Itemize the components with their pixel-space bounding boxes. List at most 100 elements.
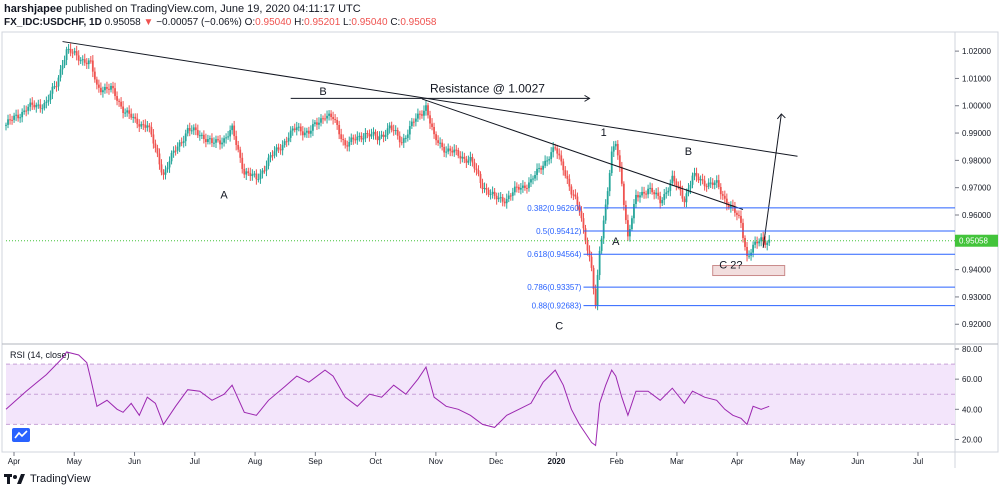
candle-body bbox=[582, 218, 585, 229]
candle-body bbox=[475, 168, 478, 171]
candle-body bbox=[130, 113, 133, 118]
candle-body bbox=[439, 142, 442, 144]
candle-body bbox=[657, 192, 660, 196]
candle-body bbox=[734, 206, 736, 213]
candle-body bbox=[140, 124, 143, 127]
rsi-tick-label: 80.00 bbox=[962, 345, 983, 354]
candle-body bbox=[719, 186, 722, 195]
candle-body bbox=[209, 138, 211, 140]
candle-body bbox=[758, 241, 761, 244]
candle-body bbox=[443, 146, 446, 153]
candle-body bbox=[356, 136, 359, 141]
high-value: 0.95201 bbox=[304, 17, 341, 28]
candle-body bbox=[251, 174, 254, 177]
fib-level-label: 0.88(0.92683) bbox=[532, 302, 582, 311]
candle-body bbox=[370, 134, 373, 137]
candle-body bbox=[695, 172, 698, 177]
candle-body bbox=[342, 138, 345, 141]
candle-body bbox=[338, 124, 341, 135]
candle-body bbox=[136, 118, 139, 125]
candle-body bbox=[168, 161, 171, 168]
candle-body bbox=[497, 197, 500, 200]
candle-body bbox=[245, 171, 248, 175]
candle-body bbox=[223, 138, 225, 143]
candle-body bbox=[723, 195, 726, 199]
candle-body bbox=[578, 204, 581, 212]
candle-body bbox=[431, 123, 433, 127]
candle-body bbox=[746, 246, 748, 256]
candle-body bbox=[7, 119, 9, 125]
candle-body bbox=[352, 137, 355, 140]
indicator-toggle-icon[interactable] bbox=[12, 428, 30, 442]
candle-body bbox=[112, 85, 114, 89]
fib-level-label: 0.786(0.93357) bbox=[527, 283, 582, 292]
candle-body bbox=[114, 88, 116, 97]
time-tick-label: Apr bbox=[8, 457, 21, 466]
candle-body bbox=[703, 180, 706, 187]
price-tick-label: 0.93000 bbox=[962, 293, 991, 302]
candle-body bbox=[318, 122, 320, 125]
candle-body bbox=[526, 187, 528, 189]
candle-body bbox=[406, 134, 409, 138]
candle-body bbox=[701, 179, 704, 181]
candle-body bbox=[754, 241, 757, 245]
candle-body bbox=[408, 126, 411, 135]
candle-body bbox=[572, 194, 575, 196]
candle-body bbox=[590, 256, 593, 268]
price-tick-label: 0.96000 bbox=[962, 211, 991, 220]
candle-body bbox=[265, 165, 268, 171]
time-tick-label: Apr bbox=[731, 457, 744, 466]
candle-body bbox=[207, 139, 209, 143]
candle-body bbox=[564, 170, 567, 176]
candle-body bbox=[740, 215, 742, 223]
candle-body bbox=[598, 250, 601, 276]
candle-body bbox=[540, 167, 542, 170]
last-price: 0.95058 bbox=[104, 17, 141, 28]
candle-body bbox=[314, 122, 316, 125]
symbol-label: FX_IDC:USDCHF, 1D bbox=[4, 17, 102, 28]
candle-body bbox=[382, 134, 385, 137]
candle-body bbox=[707, 182, 710, 187]
candle-body bbox=[180, 142, 183, 144]
candle-body bbox=[158, 153, 161, 165]
candle-body bbox=[142, 124, 145, 126]
candle-body bbox=[560, 155, 563, 162]
fib-level-label: 0.618(0.94564) bbox=[527, 250, 582, 259]
candle-body bbox=[433, 126, 435, 135]
candle-body bbox=[493, 191, 496, 196]
candle-body bbox=[275, 147, 278, 152]
candle-body bbox=[748, 255, 750, 257]
candle-body bbox=[453, 149, 456, 153]
resistance-arrow-icon bbox=[584, 94, 591, 102]
candle-body bbox=[473, 162, 476, 169]
wave-label: B bbox=[685, 146, 692, 158]
candle-body bbox=[19, 117, 22, 119]
candle-body bbox=[764, 240, 767, 245]
publish-date: published on TradingView.com, June 19, 2… bbox=[65, 3, 361, 15]
candle-body bbox=[312, 124, 314, 131]
candle-body bbox=[725, 198, 728, 206]
candle-body bbox=[305, 130, 308, 133]
change-value: −0.00057 (−0.06%) bbox=[156, 17, 242, 28]
candle-body bbox=[47, 99, 50, 102]
candle-body bbox=[75, 51, 78, 56]
candle-body bbox=[316, 122, 318, 125]
candle-body bbox=[55, 86, 58, 88]
candle-body bbox=[89, 60, 92, 62]
candle-body bbox=[95, 79, 98, 85]
candle-body bbox=[340, 134, 343, 139]
candle-body bbox=[118, 100, 120, 102]
candle-body bbox=[255, 173, 258, 180]
candle-body bbox=[517, 186, 520, 190]
candle-body bbox=[693, 172, 696, 176]
rsi-tick-label: 60.00 bbox=[962, 375, 983, 384]
candle-body bbox=[402, 138, 405, 143]
candle-body bbox=[65, 49, 68, 60]
time-tick-label: Oct bbox=[369, 457, 382, 466]
candle-body bbox=[392, 130, 395, 132]
candle-body bbox=[760, 237, 763, 242]
candle-body bbox=[661, 199, 664, 204]
candle-body bbox=[384, 135, 387, 137]
candle-body bbox=[483, 187, 486, 190]
